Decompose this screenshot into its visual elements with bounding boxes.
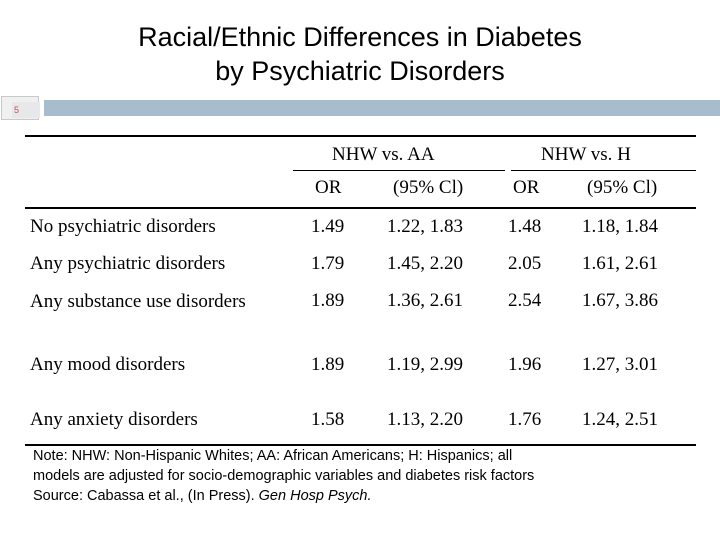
or-aa: 1.79 [311,253,345,274]
subheader-or-h: OR [513,177,540,198]
ci-aa: 1.13, 2.20 [387,409,463,430]
note-line-1: Note: NHW: Non-Hispanic Whites; AA: Afri… [33,448,513,464]
ci-aa: 1.36, 2.61 [387,290,463,311]
or-h: 2.54 [508,290,542,311]
note-source: Source: Cabassa et al., (In Press). Gen … [33,486,713,506]
row-label: Any mood disorders [30,354,186,375]
slide-number-box: 5 [1,96,40,120]
or-h: 1.96 [508,354,542,375]
slide-title: Racial/Ethnic Differences in Diabetes by… [0,20,720,88]
group-header-aa: NHW vs. AA [332,144,435,165]
group-rule-h [511,170,696,171]
subheader-ci-aa: (95% Cl) [393,177,464,198]
table-row: Any substance use disorders 1.89 1.36, 2… [25,283,696,347]
group-rule-aa [293,170,505,171]
accent-bar [44,100,720,116]
note-line-2: models are adjusted for socio-demographi… [33,468,535,484]
or-aa: 1.89 [311,354,345,375]
row-label: No psychiatric disorders [30,216,216,237]
source-text: Source: Cabassa et al., (In Press). [33,488,259,504]
slide-number: 5 [12,102,40,118]
title-line-1: Racial/Ethnic Differences in Diabetes [138,22,582,52]
title-line-2: by Psychiatric Disorders [215,56,505,86]
subheader-or-aa: OR [315,177,342,198]
ci-h: 1.27, 3.01 [582,354,658,375]
ci-h: 1.67, 3.86 [582,290,658,311]
row-label: Any psychiatric disorders [30,253,226,274]
subheader-ci-h: (95% Cl) [587,177,658,198]
ci-h: 1.61, 2.61 [582,253,658,274]
or-h: 1.48 [508,216,542,237]
source-journal: Gen Hosp Psych. [258,488,372,504]
ci-h: 1.18, 1.84 [582,216,658,237]
ci-aa: 1.45, 2.20 [387,253,463,274]
or-aa: 1.89 [311,290,345,311]
group-header-h: NHW vs. H [541,144,631,165]
row-label: Any substance use disorders [30,291,246,312]
table-note: Note: NHW: Non-Hispanic Whites; AA: Afri… [33,446,713,506]
table-subheader: OR (95% Cl) OR (95% Cl) [25,173,696,209]
header-bar: 5 [0,96,720,122]
row-label: Any anxiety disorders [30,409,198,430]
or-aa: 1.49 [311,216,345,237]
table-row: Any mood disorders 1.89 1.19, 2.99 1.96 … [25,347,696,384]
or-h: 2.05 [508,253,542,274]
or-aa: 1.58 [311,409,345,430]
or-h: 1.76 [508,409,542,430]
table-row: Any anxiety disorders 1.58 1.13, 2.20 1.… [25,402,696,440]
ci-aa: 1.19, 2.99 [387,354,463,375]
table-row: Any psychiatric disorders 1.79 1.45, 2.2… [25,246,696,283]
table-row: No psychiatric disorders 1.49 1.22, 1.83… [25,209,696,246]
table-bottom-rule [25,444,696,446]
results-table: NHW vs. AA NHW vs. H OR (95% Cl) OR (95%… [25,135,696,446]
ci-h: 1.24, 2.51 [582,409,658,430]
ci-aa: 1.22, 1.83 [387,216,463,237]
table-group-header: NHW vs. AA NHW vs. H [25,137,696,173]
